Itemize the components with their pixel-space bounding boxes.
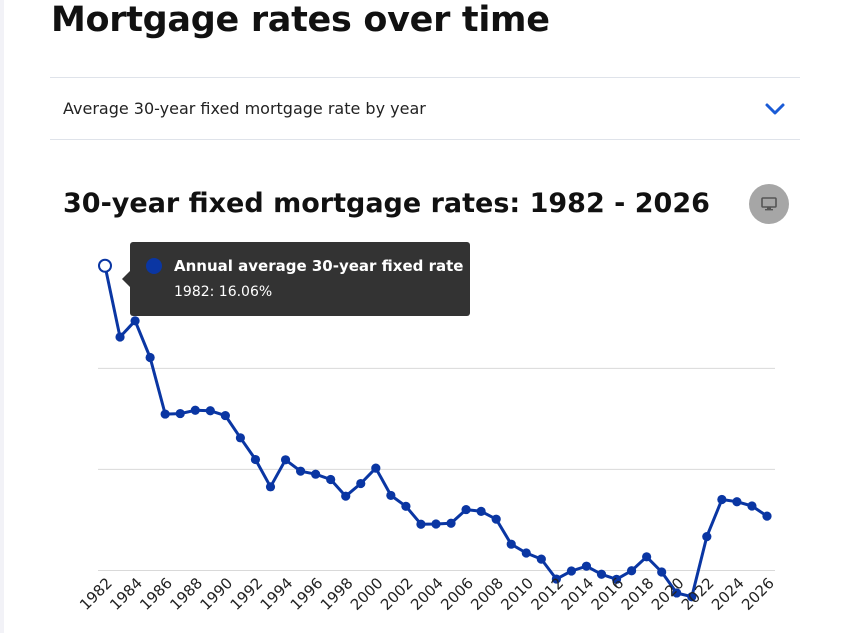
- x-tick-label: 2014: [558, 574, 598, 614]
- grid-layer: [98, 367, 775, 571]
- data-point: [401, 501, 411, 511]
- x-tick-label: 2022: [678, 574, 718, 614]
- x-tick-label: 2002: [377, 574, 417, 614]
- data-point-highlighted: [98, 258, 112, 273]
- data-point: [295, 466, 306, 476]
- data-point: [732, 497, 742, 507]
- chevron-down-icon[interactable]: [764, 100, 786, 118]
- data-point: [326, 474, 336, 485]
- x-tick-label: 1990: [196, 574, 236, 614]
- data-point: [115, 332, 125, 342]
- data-point: [160, 409, 170, 419]
- data-point: [626, 566, 637, 576]
- data-point: [446, 518, 456, 528]
- data-point: [265, 482, 276, 492]
- data-point: [747, 501, 757, 511]
- x-tick-label: 1984: [106, 574, 146, 614]
- data-point: [657, 567, 667, 577]
- data-point: [596, 569, 607, 579]
- data-point: [506, 539, 516, 549]
- data-point: [250, 454, 261, 465]
- x-tick-label: 2000: [347, 574, 387, 614]
- page-title: Mortgage rates over time: [51, 0, 550, 40]
- tooltip-value: 1982: 16.06%: [174, 284, 273, 300]
- point-layer: [98, 258, 772, 602]
- data-point: [356, 478, 366, 489]
- data-point: [175, 408, 185, 419]
- data-point: [536, 554, 546, 564]
- data-point: [476, 506, 486, 516]
- data-point: [220, 410, 230, 421]
- tooltip-series-marker: [146, 258, 162, 274]
- tooltip-series-name: Annual average 30-year fixed rate: [174, 257, 464, 275]
- chart-selector-accordion[interactable]: Average 30-year fixed mortgage rate by y…: [50, 77, 800, 140]
- data-point: [702, 532, 712, 542]
- data-point: [341, 491, 351, 501]
- x-tick-label: 1988: [166, 574, 206, 614]
- data-point: [521, 548, 531, 558]
- data-point: [762, 511, 772, 521]
- x-tick-label: 2008: [467, 574, 507, 614]
- data-point: [190, 405, 200, 415]
- data-point: [235, 433, 246, 443]
- x-tick-label: 2006: [437, 574, 477, 614]
- data-point: [672, 588, 682, 598]
- data-point: [642, 552, 652, 562]
- accordion-label: Average 30-year fixed mortgage rate by y…: [63, 99, 426, 118]
- data-point: [551, 574, 561, 584]
- data-point: [416, 519, 426, 529]
- x-tick-label: 1994: [257, 574, 297, 614]
- tooltip-arrow: [122, 271, 130, 287]
- data-point: [611, 574, 622, 584]
- data-point: [491, 514, 501, 524]
- data-point: [431, 519, 441, 529]
- x-tick-label: 1992: [227, 574, 267, 614]
- chart-title: 30-year fixed mortgage rates: 1982 - 202…: [63, 188, 710, 219]
- x-tick-label: 2016: [588, 574, 628, 614]
- chart-tooltip: Annual average 30-year fixed rate 1982: …: [122, 242, 470, 316]
- data-point: [566, 566, 577, 576]
- x-tick-label: 1982: [76, 574, 116, 614]
- device-toggle-button[interactable]: [749, 184, 789, 224]
- data-point: [130, 316, 140, 326]
- page-left-border: [0, 0, 4, 633]
- data-point: [687, 592, 697, 602]
- data-point: [145, 352, 155, 363]
- data-point: [311, 469, 321, 479]
- x-tick-label: 2012: [527, 574, 567, 614]
- data-point: [205, 406, 215, 416]
- x-tick-label: 2010: [497, 574, 537, 614]
- x-tick-label: 2018: [618, 574, 658, 614]
- x-tick-label: 2026: [738, 574, 778, 614]
- data-point: [717, 494, 727, 505]
- x-tick-label: 1986: [136, 574, 176, 614]
- data-point: [280, 455, 291, 465]
- x-tick-label: 2004: [407, 574, 447, 614]
- x-tick-label: 1998: [317, 574, 357, 614]
- x-tick-label: 2024: [708, 574, 748, 614]
- x-tick-label: 1996: [287, 574, 327, 614]
- data-point: [371, 463, 381, 473]
- x-axis-ticks: 1982198419861988199019921994199619982000…: [76, 574, 778, 614]
- data-point: [386, 490, 396, 501]
- monitor-icon: [761, 197, 777, 211]
- data-point: [581, 561, 592, 571]
- data-point: [461, 504, 471, 515]
